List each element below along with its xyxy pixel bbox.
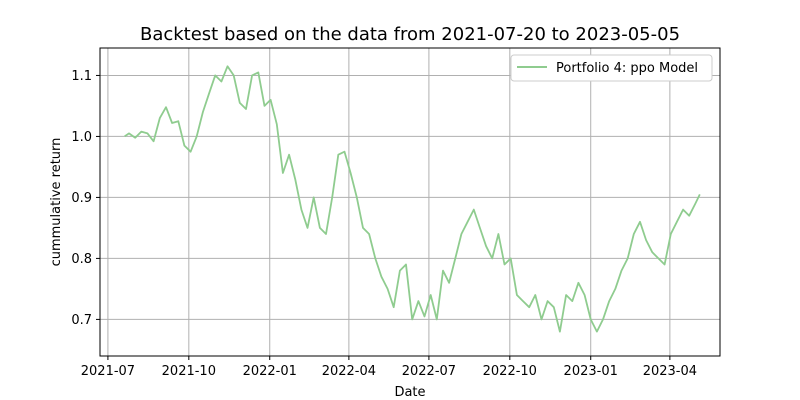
x-tick-label: 2022-10 (483, 364, 537, 379)
plot-frame (99, 47, 721, 357)
x-tick-label: 2022-01 (243, 364, 297, 379)
grid-lines (100, 48, 720, 356)
y-tick-label: 1.0 (71, 130, 92, 145)
legend: Portfolio 4: ppo Model (510, 54, 713, 82)
y-tick-label: 0.7 (71, 313, 92, 328)
x-tick-label: 2023-01 (564, 364, 618, 379)
legend-label: Portfolio 4: ppo Model (556, 61, 698, 76)
series-line (124, 65, 701, 333)
x-axis-label: Date (394, 385, 425, 400)
x-tick-label: 2021-07 (81, 364, 135, 379)
y-axis-ticks: 0.7 0.8 0.9 1.0 1.1 (71, 69, 100, 328)
legend-box (510, 54, 713, 82)
y-tick-label: 1.1 (71, 69, 92, 84)
x-tick-label: 2022-04 (322, 364, 376, 379)
x-axis-ticks: 2021-07 2021-10 2022-01 2022-04 2022-07 2022-… (81, 356, 697, 379)
y-axis-label: cummulative return (49, 138, 64, 267)
x-tick-label: 2022-07 (402, 364, 456, 379)
chart-title: Backtest based on the data from 2021-07-… (140, 24, 680, 45)
y-tick-label: 0.9 (71, 191, 92, 206)
x-tick-label: 2021-10 (162, 364, 216, 379)
x-tick-label: 2023-04 (643, 364, 697, 379)
y-tick-label: 0.8 (71, 252, 92, 267)
series-layer (124, 65, 701, 333)
